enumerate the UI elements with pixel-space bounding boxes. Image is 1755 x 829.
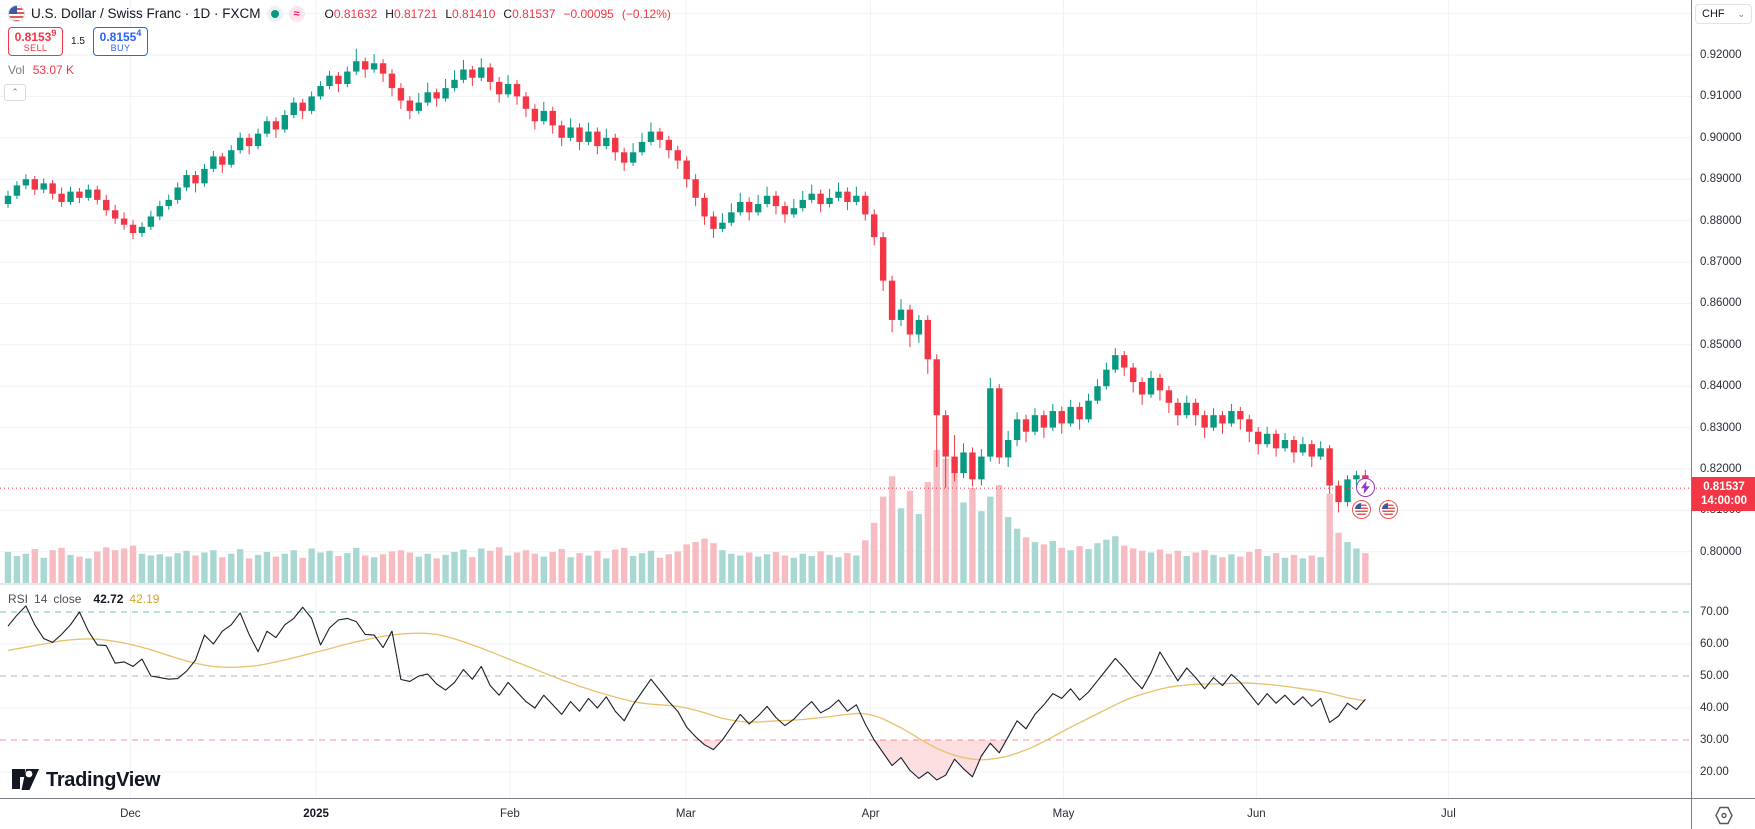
us-flag-icon — [1355, 503, 1368, 516]
volume-bars — [4, 450, 1369, 584]
chevron-down-icon: ⌄ — [1737, 8, 1745, 19]
volume-readout: Vol 53.07 K — [8, 63, 75, 77]
rsi-value: 42.72 — [93, 592, 124, 606]
gridlines — [0, 0, 1691, 798]
tradingview-logo-icon — [12, 769, 39, 790]
lightning-bolt-icon — [1361, 481, 1370, 494]
price-tick-label: 0.89000 — [1700, 173, 1742, 186]
buy-button[interactable]: 0.81554 BUY — [93, 27, 148, 56]
sell-button[interactable]: 0.81539 SELL — [8, 27, 63, 56]
collapse-legend-button[interactable]: ⌃ — [4, 84, 26, 101]
symbol-flag-icon — [8, 5, 25, 22]
price-tick-label: 0.90000 — [1700, 131, 1742, 144]
price-tick-label: 0.88000 — [1700, 214, 1742, 227]
price-chart-canvas[interactable] — [0, 0, 1691, 829]
market-status-icon[interactable] — [266, 5, 283, 22]
event-icon-lightning[interactable] — [1356, 478, 1375, 497]
price-tick-label: 0.82000 — [1700, 463, 1742, 475]
rsi-ma-line — [7, 632, 1366, 761]
rsi-tick-label: 30.00 — [1700, 734, 1729, 746]
time-tick-label: 2025 — [303, 808, 329, 820]
event-icon-us-flag[interactable] — [1379, 500, 1398, 519]
time-tick-label: Dec — [120, 808, 141, 820]
time-tick-label: Apr — [861, 808, 880, 820]
time-tick-label: Mar — [675, 808, 696, 820]
us-flag-icon — [1382, 503, 1395, 516]
rsi-tick-label: 50.00 — [1700, 670, 1729, 682]
time-tick-label: Jul — [1441, 808, 1456, 820]
ohlc-readout: O0.81632 H0.81721 L0.81410 C0.81537 −0.0… — [324, 6, 671, 21]
symbol-title[interactable]: U.S. Dollar / Swiss Franc · 1D · FXCM — [31, 6, 261, 21]
rsi-tick-label: 40.00 — [1700, 702, 1729, 714]
price-tick-label: 0.85000 — [1700, 338, 1742, 351]
price-tick-label: 0.92000 — [1700, 49, 1742, 61]
time-tick-label: Feb — [499, 808, 520, 820]
settings-hexagon-icon[interactable] — [1714, 806, 1734, 825]
tradingview-logo-text: TradingView — [46, 768, 161, 791]
rsi-line — [7, 605, 1366, 781]
last-price: 0.81537 — [1703, 480, 1745, 493]
candlesticks — [4, 48, 1369, 513]
tradingview-watermark[interactable]: TradingView — [12, 768, 160, 792]
pane-separator[interactable] — [0, 583, 1691, 585]
symbol-legend: U.S. Dollar / Swiss Franc · 1D · FXCM ≈ … — [8, 5, 671, 22]
change-percent: (−0.12%) — [621, 6, 671, 21]
time-tick-label: Jun — [1247, 808, 1266, 820]
currency-dropdown[interactable]: CHF ⌄ — [1695, 4, 1752, 24]
rsi-ma-value: 42.19 — [129, 592, 160, 606]
spread-value: 1.5 — [71, 36, 85, 47]
rsi-tick-label: 60.00 — [1700, 638, 1729, 650]
bar-countdown: 14:00:00 — [1700, 495, 1748, 507]
price-tick-label: 0.83000 — [1700, 421, 1742, 434]
price-axis[interactable]: CHF ⌄ 0.92000 0.91000 0.90000 0.89000 0.88000… — [1691, 0, 1755, 829]
rsi-band-lines — [0, 611, 1691, 741]
delayed-data-icon[interactable]: ≈ — [288, 5, 305, 22]
rsi-oversold-fill — [699, 740, 1007, 780]
change-value: −0.00095 — [563, 6, 614, 21]
event-icon-us-flag[interactable] — [1352, 500, 1371, 519]
price-tick-label: 0.86000 — [1700, 297, 1742, 310]
last-price-badge[interactable]: 0.81537 14:00:00 — [1692, 477, 1755, 511]
price-tick-label: 0.84000 — [1700, 380, 1742, 393]
rsi-indicator-legend[interactable]: RSI 14 close 42.72 42.19 — [8, 592, 160, 606]
axis-corner — [1692, 798, 1755, 829]
price-tick-label: 0.80000 — [1700, 545, 1742, 558]
rsi-tick-label: 70.00 — [1700, 606, 1729, 618]
time-axis[interactable]: Dec 2025 Feb Mar Apr May Jun Jul — [0, 798, 1691, 829]
price-tick-label: 0.91000 — [1700, 90, 1742, 103]
rsi-tick-label: 20.00 — [1700, 766, 1729, 778]
price-tick-label: 0.87000 — [1700, 256, 1742, 268]
chevron-up-icon: ⌃ — [11, 87, 19, 97]
time-tick-label: May — [1052, 808, 1075, 820]
trade-widget: 0.81539 SELL 1.5 0.81554 BUY — [8, 27, 148, 56]
